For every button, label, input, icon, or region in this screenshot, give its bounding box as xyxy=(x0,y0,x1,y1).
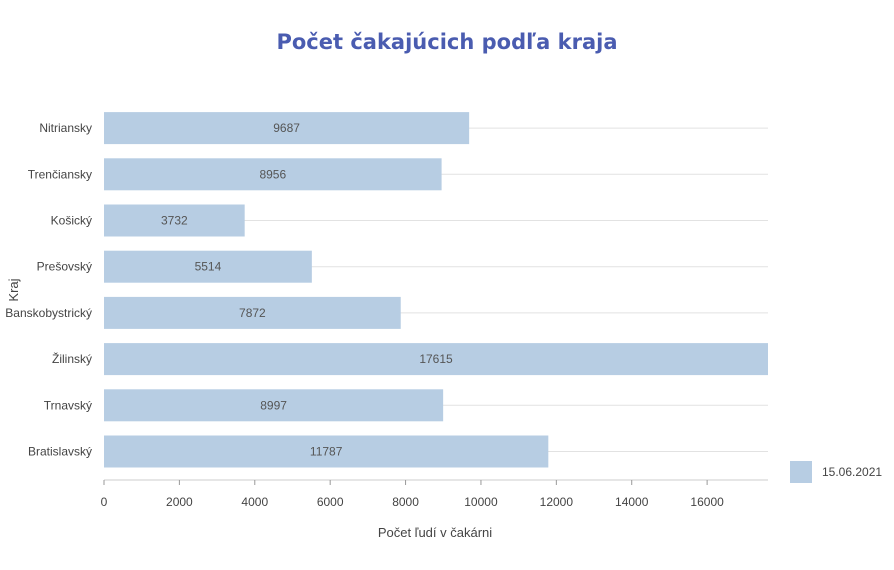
y-axis-title: Kraj xyxy=(6,278,21,301)
y-tick-label: Banskobystrický xyxy=(5,306,92,320)
bar-value-label: 9687 xyxy=(273,121,300,135)
bar-value-label: 17615 xyxy=(419,352,453,366)
y-tick-label: Košický xyxy=(51,214,92,228)
legend-label[interactable]: 15.06.2021 xyxy=(822,465,882,479)
bar[interactable] xyxy=(104,204,245,237)
x-tick-label: 6000 xyxy=(317,495,344,509)
bar[interactable] xyxy=(104,158,442,191)
y-tick-label: Bratislavský xyxy=(28,445,92,459)
bar-value-label: 3732 xyxy=(161,214,188,228)
y-axis-tick-labels: Nitriansky Trenčiansky Košický Prešovský Ban… xyxy=(5,121,92,458)
x-tick-label: 14000 xyxy=(615,495,649,509)
x-axis-title: Počet ľudí v čakárni xyxy=(378,525,492,540)
bar-value-label: 7872 xyxy=(239,306,266,320)
y-tick-label: Prešovský xyxy=(37,260,92,274)
legend-swatch[interactable] xyxy=(790,461,812,483)
bar[interactable] xyxy=(104,435,549,468)
bar[interactable] xyxy=(104,296,401,329)
legend[interactable]: 15.06.2021 xyxy=(790,461,882,483)
bar[interactable] xyxy=(104,343,768,376)
x-tick-label: 4000 xyxy=(241,495,268,509)
x-axis: 0 2000 4000 6000 8000 10000 12000 14000 16000 xyxy=(101,479,768,509)
bar-value-label: 5514 xyxy=(195,260,222,274)
bars xyxy=(104,112,768,468)
bar-value-label: 8997 xyxy=(260,398,287,412)
x-tick-label: 2000 xyxy=(166,495,193,509)
value-labels: 9687 8956 3732 5514 7872 17615 8997 11787 xyxy=(161,121,453,458)
bar[interactable] xyxy=(104,389,444,422)
y-tick-label: Nitriansky xyxy=(39,121,92,135)
bar[interactable] xyxy=(104,112,470,145)
bar-value-label: 8956 xyxy=(259,167,286,181)
x-tick-label: 16000 xyxy=(690,495,724,509)
x-tick-label: 12000 xyxy=(540,495,574,509)
y-tick-label: Žilinský xyxy=(52,351,92,366)
chart-title: Počet čakajúcich podľa kraja xyxy=(276,30,617,54)
x-tick-label: 0 xyxy=(101,495,108,509)
bar-value-label: 11787 xyxy=(310,445,343,459)
y-tick-label: Trenčiansky xyxy=(28,167,92,181)
y-tick-label: Trnavský xyxy=(44,398,92,412)
x-tick-label: 10000 xyxy=(464,495,498,509)
bar[interactable] xyxy=(104,250,312,283)
x-tick-label: 8000 xyxy=(392,495,419,509)
